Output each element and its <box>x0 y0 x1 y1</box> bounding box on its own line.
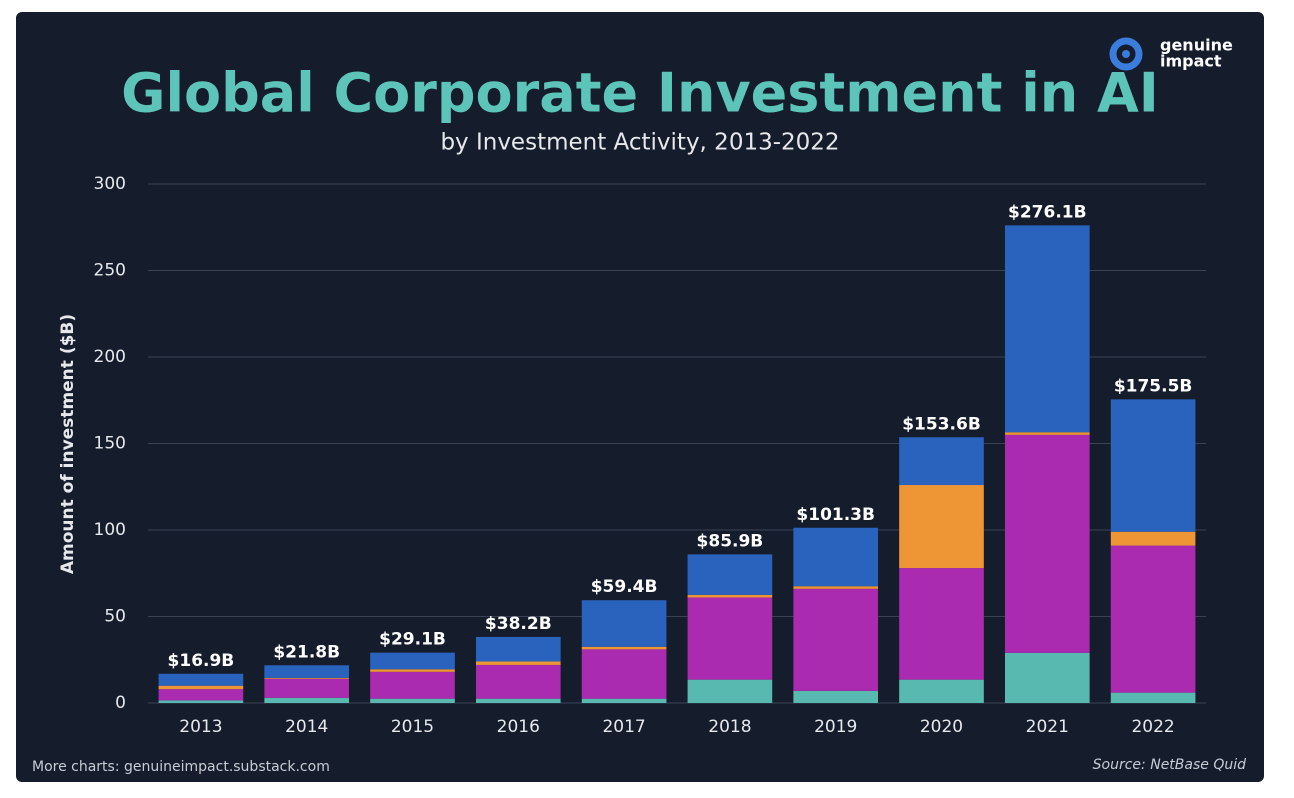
bar-segment <box>370 669 455 672</box>
bar-segment <box>475 664 561 699</box>
bar-segment <box>687 679 773 703</box>
total-label: $16.9B <box>168 651 235 671</box>
bar-segment <box>687 594 773 598</box>
x-tick-label: 2022 <box>1131 717 1174 737</box>
y-tick-label: 200 <box>94 347 126 367</box>
x-tick-label: 2017 <box>602 717 645 737</box>
bar-segment <box>899 679 984 703</box>
y-tick-label: 0 <box>115 693 126 713</box>
footer: More charts: genuineimpact.substack.com <box>32 759 330 775</box>
y-tick-label: 300 <box>94 174 126 194</box>
total-label: $29.1B <box>379 630 446 650</box>
bar-segment <box>475 661 561 665</box>
bar-segment <box>581 600 667 647</box>
bar-segment <box>158 689 244 701</box>
x-tick-label: 2021 <box>1026 717 1069 737</box>
total-label: $59.4B <box>591 577 658 597</box>
bar-segment <box>1004 652 1090 703</box>
bar-segment <box>264 697 350 703</box>
bar-segment <box>475 636 561 662</box>
bar-segment <box>1004 225 1090 433</box>
bar-segment <box>899 485 984 569</box>
bar-segment <box>264 665 350 678</box>
total-label: $175.5B <box>1114 376 1193 396</box>
bar-segment <box>687 597 773 680</box>
bar-segment <box>1004 434 1090 653</box>
total-label: $21.8B <box>273 642 340 662</box>
bar-segment <box>581 649 667 699</box>
x-tick-label: 2014 <box>285 717 328 737</box>
logo-icon <box>1109 37 1143 71</box>
total-label: $153.6B <box>902 414 981 434</box>
bar-segment <box>370 698 455 703</box>
bar-segment <box>581 698 667 703</box>
bar-segment <box>370 671 455 699</box>
y-tick-label: 100 <box>94 520 126 540</box>
bar-segment <box>1110 531 1196 546</box>
x-tick-label: 2016 <box>497 717 540 737</box>
logo-dot <box>1122 50 1130 58</box>
total-label: $276.1B <box>1008 202 1087 222</box>
bar-segment <box>475 698 561 703</box>
x-tick-label: 2018 <box>708 717 751 737</box>
bar-segment <box>370 652 455 670</box>
total-label: $85.9B <box>697 531 764 551</box>
logo: genuine impact <box>1109 36 1233 71</box>
logo-text: genuine <box>1160 36 1233 55</box>
bar-segment <box>264 677 350 679</box>
logo-text: impact <box>1160 52 1222 71</box>
bar-segment <box>1110 545 1196 693</box>
source: Source: NetBase Quid <box>1093 757 1246 773</box>
y-tick-label: 150 <box>94 434 126 454</box>
x-tick-label: 2019 <box>814 717 857 737</box>
x-tick-label: 2013 <box>179 717 222 737</box>
total-label: $38.2B <box>485 614 552 634</box>
bar-segment <box>793 527 879 587</box>
x-tick-label: 2020 <box>920 717 963 737</box>
bar-segment <box>1110 399 1196 532</box>
bar-segment <box>1004 432 1090 435</box>
bar-segment <box>264 678 350 698</box>
y-tick-label: 250 <box>94 261 126 281</box>
bar-segment <box>793 690 879 703</box>
chart-title: Global Corporate Investment in AI <box>121 62 1159 125</box>
bar-segment <box>158 700 244 703</box>
bar-segment <box>581 646 667 650</box>
bar-segment <box>793 588 879 691</box>
total-label: $101.3B <box>796 505 875 525</box>
bar-segment <box>687 554 773 595</box>
y-axis-label: Amount of investment ($B) <box>58 314 78 574</box>
y-tick-label: 50 <box>104 607 126 627</box>
bar-segment <box>158 673 244 686</box>
bar-segment <box>158 685 244 690</box>
x-tick-label: 2015 <box>391 717 434 737</box>
bar-segment <box>899 568 984 680</box>
bar-segment <box>1110 692 1196 703</box>
bar-segment <box>793 586 879 589</box>
bar-segment <box>899 437 984 486</box>
chart-subtitle: by Investment Activity, 2013-2022 <box>440 130 839 156</box>
